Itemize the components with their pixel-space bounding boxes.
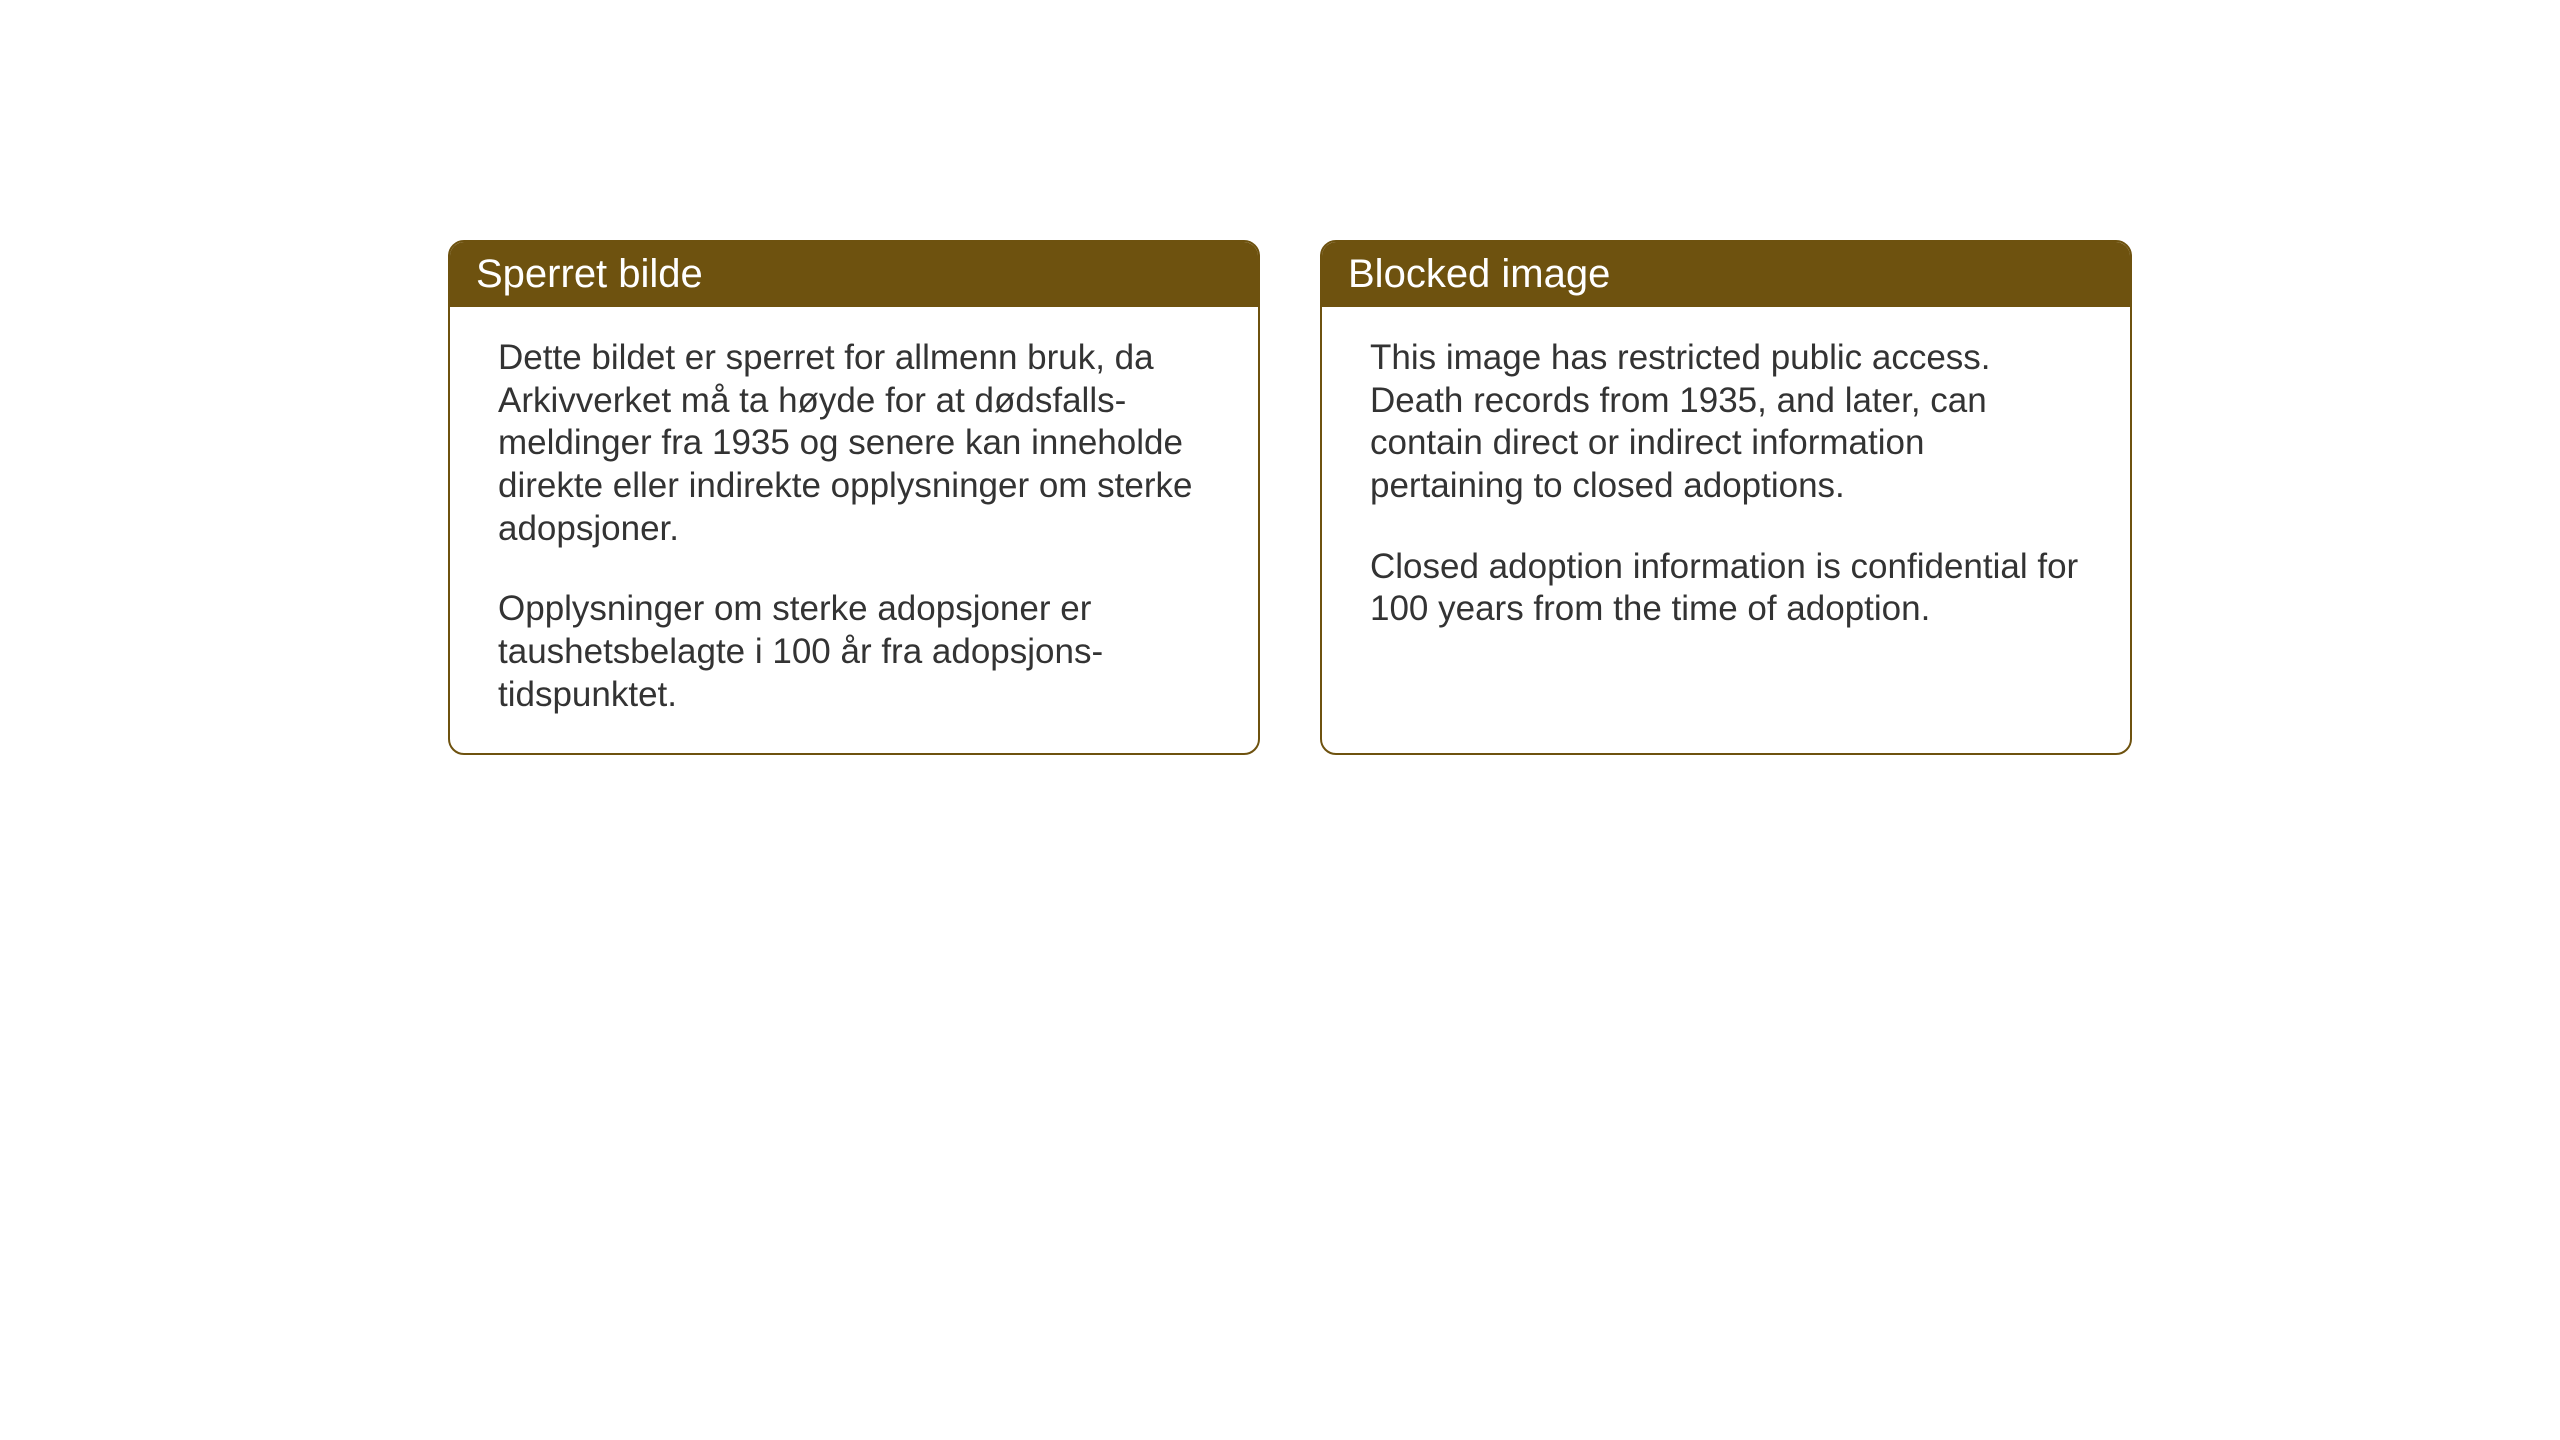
english-paragraph-2: Closed adoption information is confident… bbox=[1370, 546, 2082, 631]
english-card-header: Blocked image bbox=[1322, 242, 2130, 307]
english-card: Blocked image This image has restricted … bbox=[1320, 240, 2132, 755]
norwegian-card-header: Sperret bilde bbox=[450, 242, 1258, 307]
english-paragraph-1: This image has restricted public access.… bbox=[1370, 337, 2082, 508]
norwegian-paragraph-2: Opplysninger om sterke adopsjoner er tau… bbox=[498, 588, 1210, 716]
norwegian-card-body: Dette bildet er sperret for allmenn bruk… bbox=[450, 307, 1258, 753]
norwegian-card-title: Sperret bilde bbox=[476, 252, 703, 296]
cards-container: Sperret bilde Dette bildet er sperret fo… bbox=[448, 240, 2132, 755]
english-card-body: This image has restricted public access.… bbox=[1322, 307, 2130, 667]
english-card-title: Blocked image bbox=[1348, 252, 1610, 296]
norwegian-card: Sperret bilde Dette bildet er sperret fo… bbox=[448, 240, 1260, 755]
norwegian-paragraph-1: Dette bildet er sperret for allmenn bruk… bbox=[498, 337, 1210, 550]
